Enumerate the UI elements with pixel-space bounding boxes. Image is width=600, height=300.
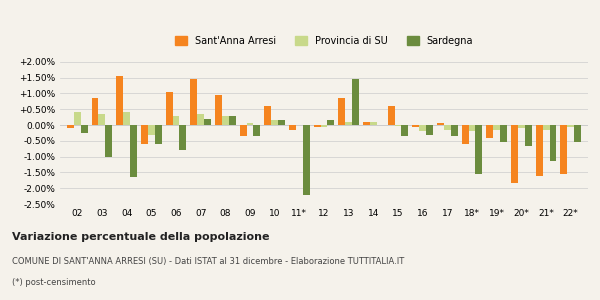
Bar bbox=[123, 112, 130, 125]
Bar bbox=[74, 112, 81, 125]
Bar bbox=[239, 125, 247, 136]
Bar bbox=[567, 125, 574, 127]
Bar bbox=[412, 125, 419, 127]
Bar bbox=[395, 125, 401, 126]
Bar bbox=[388, 106, 395, 125]
Bar bbox=[98, 114, 106, 125]
Bar bbox=[426, 125, 433, 134]
Bar bbox=[500, 125, 507, 142]
Bar bbox=[469, 125, 475, 131]
Bar bbox=[401, 125, 409, 136]
Bar bbox=[229, 116, 236, 125]
Bar bbox=[148, 125, 155, 134]
Bar bbox=[289, 125, 296, 130]
Bar bbox=[328, 120, 334, 125]
Bar bbox=[345, 122, 352, 125]
Bar bbox=[92, 98, 98, 125]
Bar bbox=[179, 125, 187, 150]
Bar bbox=[271, 120, 278, 125]
Bar bbox=[247, 124, 253, 125]
Bar bbox=[141, 125, 148, 144]
Bar bbox=[560, 125, 567, 174]
Bar bbox=[197, 114, 204, 125]
Bar bbox=[525, 125, 532, 146]
Text: COMUNE DI SANT'ANNA ARRESI (SU) - Dati ISTAT al 31 dicembre - Elaborazione TUTTI: COMUNE DI SANT'ANNA ARRESI (SU) - Dati I… bbox=[12, 257, 404, 266]
Bar bbox=[419, 125, 426, 131]
Bar bbox=[511, 125, 518, 184]
Bar bbox=[542, 125, 550, 130]
Bar bbox=[116, 76, 123, 125]
Bar bbox=[437, 124, 444, 125]
Bar bbox=[303, 125, 310, 194]
Bar bbox=[487, 125, 493, 138]
Bar bbox=[215, 95, 222, 125]
Bar bbox=[314, 125, 320, 127]
Bar bbox=[253, 125, 260, 136]
Bar bbox=[130, 125, 137, 177]
Bar bbox=[461, 125, 469, 144]
Bar bbox=[190, 79, 197, 125]
Bar bbox=[155, 125, 161, 144]
Bar bbox=[493, 125, 500, 130]
Text: Variazione percentuale della popolazione: Variazione percentuale della popolazione bbox=[12, 232, 269, 242]
Bar bbox=[370, 122, 377, 125]
Bar bbox=[106, 125, 112, 157]
Text: (*) post-censimento: (*) post-censimento bbox=[12, 278, 95, 287]
Bar bbox=[173, 116, 179, 125]
Bar bbox=[67, 125, 74, 128]
Bar bbox=[204, 119, 211, 125]
Bar bbox=[363, 122, 370, 125]
Bar bbox=[338, 98, 345, 125]
Bar bbox=[444, 125, 451, 130]
Bar bbox=[475, 125, 482, 174]
Bar bbox=[574, 125, 581, 142]
Bar bbox=[518, 125, 525, 128]
Bar bbox=[320, 125, 328, 127]
Bar bbox=[352, 79, 359, 125]
Legend: Sant'Anna Arresi, Provincia di SU, Sardegna: Sant'Anna Arresi, Provincia di SU, Sarde… bbox=[172, 32, 476, 50]
Bar bbox=[222, 116, 229, 125]
Bar bbox=[278, 120, 285, 125]
Bar bbox=[550, 125, 556, 161]
Bar bbox=[81, 125, 88, 133]
Bar bbox=[536, 125, 542, 176]
Bar bbox=[264, 106, 271, 125]
Bar bbox=[451, 125, 458, 136]
Bar bbox=[166, 92, 173, 125]
